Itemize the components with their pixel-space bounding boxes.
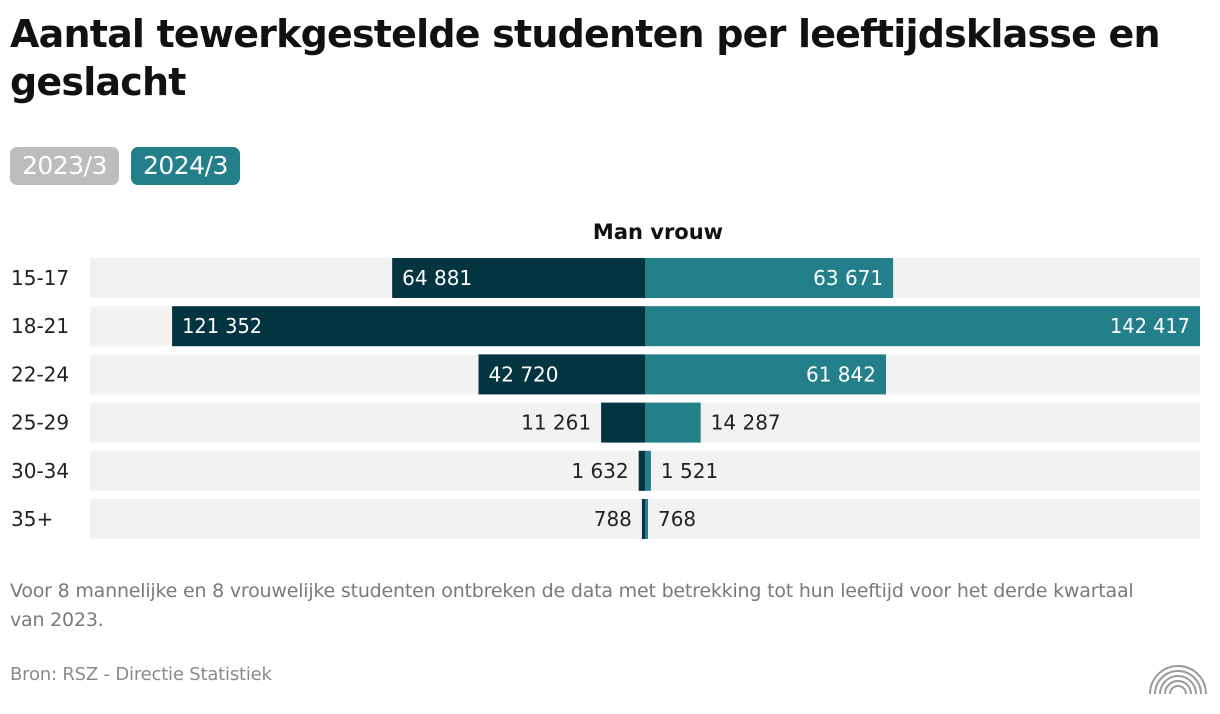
data-label-man: 11 261 [521,411,591,435]
category-label: 22-24 [11,362,69,386]
data-label-man: 1 632 [571,459,628,483]
data-label-man: 64 881 [402,266,472,290]
category-label: 30-34 [11,459,69,483]
bar-man [638,450,645,491]
bar-vrouw [645,354,886,395]
page-title: Aantal tewerkgestelde studenten per leef… [10,12,1161,104]
category-label: 25-29 [11,411,69,435]
population-pyramid-chart: Man vrouw 15-17 64 881 63 671 18-21 121 352 14… [11,220,1200,539]
bar-vrouw [645,450,651,491]
category-label: 18-21 [11,314,69,338]
data-label-vrouw: 1 521 [661,459,718,483]
bar-vrouw [645,258,894,298]
data-label-vrouw: 14 287 [711,411,781,435]
data-label-vrouw: 61 842 [806,362,876,386]
bar-vrouw [645,402,701,443]
period-tabs: 2023/3 2024/3 [10,147,252,185]
data-label-vrouw: 142 417 [1110,314,1190,338]
bar-man [601,402,645,443]
category-label: 35+ [11,507,53,531]
data-label-man: 42 720 [489,362,559,386]
chart-title: Man vrouw [593,220,723,244]
bar-man [478,354,645,395]
data-label-vrouw: 63 671 [813,266,883,290]
bar-man [641,499,645,539]
category-label: 15-17 [11,266,69,290]
bar-man [172,306,645,347]
bar-vrouw [645,306,1200,347]
footnote: Voor 8 mannelijke en 8 vrouwelijke stude… [10,580,1134,631]
bar-vrouw [645,499,648,539]
rainbow-arcs-icon [1149,665,1207,695]
tab-2024-3[interactable]: 2024/3 [130,147,240,185]
tab-2023-3[interactable]: 2023/3 [10,147,119,185]
source-note: Bron: RSZ - Directie Statistiek [10,664,272,685]
data-label-man: 788 [594,507,632,531]
bar-man [392,258,645,298]
data-label-vrouw: 768 [658,507,696,531]
data-label-man: 121 352 [182,314,262,338]
